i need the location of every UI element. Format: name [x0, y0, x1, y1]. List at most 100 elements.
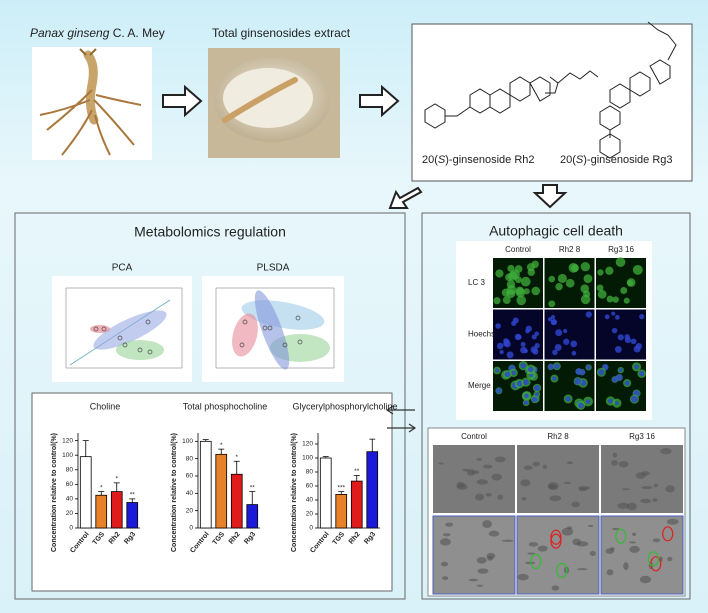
- y-tick-label: 20: [66, 510, 74, 517]
- nucleus: [550, 319, 557, 326]
- organelle: [486, 552, 496, 560]
- cell: [548, 275, 556, 283]
- fluorescence-column-label: Control: [505, 245, 531, 254]
- nucleus: [516, 380, 523, 387]
- significance: *: [235, 454, 238, 461]
- significance: *: [115, 476, 118, 483]
- nucleus: [554, 343, 562, 351]
- compound-2: 20(S)-ginsenoside Rg3: [560, 154, 673, 166]
- cell: [583, 290, 591, 298]
- organelle: [632, 532, 637, 536]
- organelle: [629, 541, 637, 544]
- organelle: [501, 539, 514, 542]
- y-axis-label: Concentration relative to control(%): [51, 433, 58, 552]
- organelle: [652, 538, 661, 543]
- nucleus: [531, 396, 538, 403]
- y-tick-label: 100: [182, 438, 193, 445]
- y-tick-label: 60: [306, 483, 314, 490]
- bar: [110, 491, 123, 529]
- organelle: [652, 498, 658, 502]
- organelle: [667, 556, 673, 562]
- nucleus: [618, 368, 623, 373]
- organelle: [548, 484, 554, 489]
- autophagy-box: [421, 212, 691, 600]
- nucleus: [534, 392, 539, 397]
- nucleus: [639, 314, 645, 320]
- tem-column-label: Control: [461, 432, 487, 441]
- nucleus: [504, 338, 510, 344]
- cell: [493, 297, 501, 305]
- cell: [555, 282, 563, 291]
- nucleus: [520, 362, 527, 369]
- bar: [246, 504, 259, 529]
- tem-image: [517, 445, 599, 513]
- organelle: [612, 527, 620, 531]
- nucleus: [525, 325, 532, 332]
- nucleus: [520, 341, 526, 347]
- organelle: [551, 585, 560, 591]
- chart-title: Glycerylphosphorylcholine: [292, 401, 397, 411]
- nucleus: [571, 350, 577, 356]
- y-tick-label: 80: [186, 455, 194, 462]
- nucleus: [563, 328, 568, 334]
- y-tick-label: 0: [69, 525, 73, 532]
- organelle: [623, 562, 629, 571]
- fluorescence-column-label: Rg3 16: [608, 245, 634, 254]
- nucleus: [552, 376, 557, 381]
- y-tick-label: 20: [186, 507, 194, 514]
- metabolomics-box: [14, 212, 406, 600]
- nucleus: [624, 336, 632, 344]
- cell: [620, 287, 628, 295]
- y-tick-label: 0: [189, 525, 193, 532]
- compound-1: 20(S)-ginsenoside Rh2: [422, 154, 535, 166]
- nucleus: [547, 363, 554, 370]
- organelle: [605, 548, 615, 555]
- micrograph: [493, 361, 543, 411]
- organelle: [445, 522, 454, 527]
- organelle: [528, 542, 539, 547]
- structures: [424, 21, 677, 159]
- chart-title: Total phosphocholine: [183, 401, 268, 411]
- organelle: [482, 520, 492, 529]
- extract-label: Total ginsenosides extract: [212, 26, 351, 40]
- error-bar: [233, 460, 240, 475]
- organelle: [589, 550, 596, 556]
- organelle: [653, 483, 658, 488]
- nucleus: [615, 374, 623, 381]
- arrows: [162, 84, 568, 209]
- cell: [606, 295, 614, 303]
- error-bar: [218, 448, 225, 455]
- micrograph: [544, 361, 595, 411]
- stereo: S: [438, 154, 446, 166]
- organelle: [476, 556, 487, 564]
- nucleus: [534, 342, 540, 349]
- significance: *: [100, 484, 103, 491]
- cell: [632, 264, 643, 275]
- nucleus: [630, 338, 637, 345]
- plant-label: Panax ginseng C. A. Mey: [30, 26, 165, 40]
- structures-box: [411, 23, 693, 182]
- nucleus: [624, 380, 630, 386]
- species: Panax ginseng: [30, 26, 110, 40]
- nucleus: [611, 311, 616, 316]
- significance: ***: [337, 484, 345, 491]
- organelle: [440, 538, 451, 546]
- error-bar: [129, 498, 136, 503]
- nucleus: [496, 387, 502, 394]
- micrograph: [544, 309, 595, 360]
- stereo: S: [576, 154, 584, 166]
- organelle: [440, 561, 449, 567]
- organelle: [476, 458, 482, 461]
- autophagosome: [662, 526, 674, 542]
- organelle: [571, 501, 580, 508]
- autophagosome: [530, 553, 542, 570]
- nucleus: [512, 317, 519, 324]
- micrograph: [544, 258, 595, 308]
- nucleus: [565, 396, 571, 402]
- organelle: [665, 485, 675, 493]
- error-bar: [322, 456, 329, 458]
- organelle: [639, 575, 652, 584]
- nucleus: [604, 314, 610, 320]
- cell: [557, 273, 567, 284]
- cell: [615, 257, 626, 267]
